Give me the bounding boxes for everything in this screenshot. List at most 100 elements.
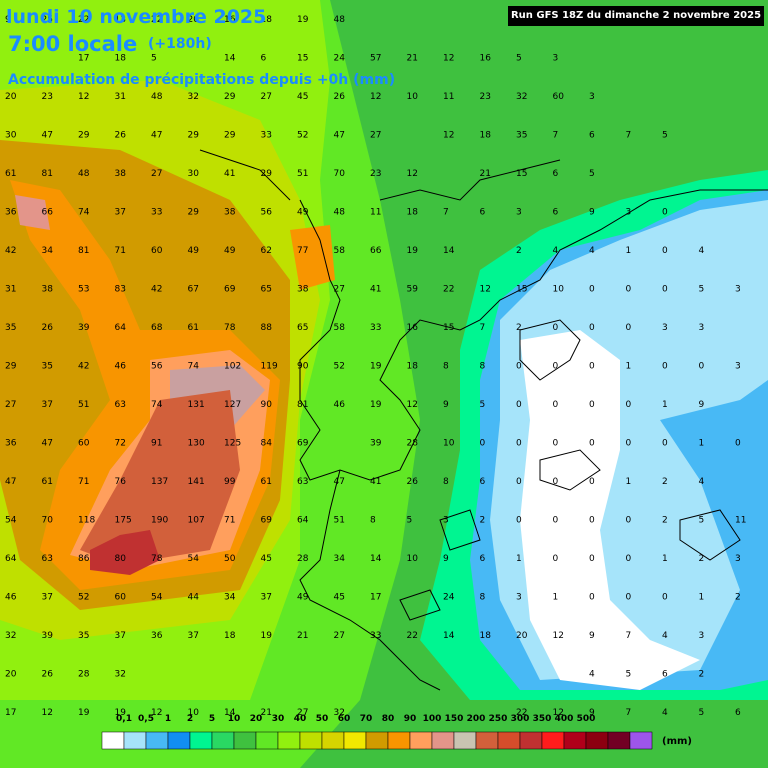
grid-value: 0 xyxy=(553,323,559,333)
grid-value: 23 xyxy=(370,169,381,179)
grid-value: 5 xyxy=(407,516,413,526)
legend-swatch xyxy=(563,731,587,750)
grid-value: 0 xyxy=(553,362,559,372)
grid-value: 29 xyxy=(5,362,17,372)
legend-level-label: 0,5 xyxy=(138,714,154,724)
grid-value: 5 xyxy=(662,131,668,141)
grid-value: 8 xyxy=(443,362,449,372)
grid-value: 0 xyxy=(553,477,559,487)
legend-swatch xyxy=(277,731,301,750)
grid-value: 0 xyxy=(662,362,668,372)
grid-value: 61 xyxy=(261,477,272,487)
grid-value: 25 xyxy=(42,15,53,25)
grid-value: 0 xyxy=(626,285,632,295)
grid-value: 7 xyxy=(480,323,486,333)
grid-value: 22 xyxy=(407,631,418,641)
grid-value: 41 xyxy=(370,285,381,295)
legend-level-label: 2 xyxy=(186,714,194,724)
grid-value: 21 xyxy=(261,708,272,718)
grid-value: 7 xyxy=(553,131,559,141)
forecast-lead: (+180h) xyxy=(148,36,212,52)
grid-value: 2 xyxy=(480,516,486,526)
grid-value: 0 xyxy=(626,554,632,564)
grid-value: 14 xyxy=(443,246,455,256)
grid-value: 52 xyxy=(334,362,345,372)
grid-value: 62 xyxy=(261,246,272,256)
grid-value: 35 xyxy=(5,323,16,333)
grid-value: 32 xyxy=(516,92,527,102)
grid-value: 2 xyxy=(516,323,522,333)
grid-value: 51 xyxy=(78,400,89,410)
grid-value: 10 xyxy=(407,92,419,102)
grid-value: 4 xyxy=(662,631,668,641)
legend-swatch xyxy=(299,731,323,750)
grid-value: 10 xyxy=(443,439,455,449)
grid-value: 6 xyxy=(589,131,595,141)
grid-value: 66 xyxy=(370,246,382,256)
grid-value: 38 xyxy=(297,285,309,295)
grid-value: 78 xyxy=(224,323,236,333)
grid-value: 49 xyxy=(224,246,236,256)
precip-zone-orange-north xyxy=(290,225,335,290)
grid-value: 0 xyxy=(662,593,668,603)
grid-value: 0 xyxy=(553,554,559,564)
grid-value: 0 xyxy=(589,362,595,372)
grid-value: 9 xyxy=(589,631,595,641)
legend-level-label: 150 xyxy=(444,714,464,724)
legend-swatch xyxy=(541,731,565,750)
grid-value: 52 xyxy=(78,593,89,603)
grid-value: 2 xyxy=(699,554,705,564)
grid-value: 12 xyxy=(553,708,564,718)
grid-value: 14 xyxy=(370,554,382,564)
precip-zone-pink-west xyxy=(15,195,50,230)
grid-value: 69 xyxy=(224,285,236,295)
grid-value: 61 xyxy=(42,477,53,487)
grid-value: 24 xyxy=(443,593,455,603)
grid-value: 5 xyxy=(626,670,632,680)
legend-level-label: 100 xyxy=(422,714,442,724)
grid-value: 49 xyxy=(188,246,200,256)
grid-value: 78 xyxy=(151,554,163,564)
grid-value: 1 xyxy=(662,554,668,564)
grid-value: 19 xyxy=(261,631,273,641)
grid-value: 17 xyxy=(5,708,16,718)
grid-value: 44 xyxy=(188,593,200,603)
grid-value: 88 xyxy=(261,323,273,333)
grid-value: 34 xyxy=(42,246,54,256)
grid-value: 12 xyxy=(78,92,89,102)
grid-value: 26 xyxy=(42,323,54,333)
grid-value: 26 xyxy=(115,131,127,141)
grid-value: 2 xyxy=(516,246,522,256)
grid-value: 0 xyxy=(699,362,705,372)
legend-swatch xyxy=(321,731,345,750)
grid-value: 37 xyxy=(42,400,53,410)
legend-swatch xyxy=(431,731,455,750)
grid-value: 9 xyxy=(5,15,11,25)
grid-value: 0 xyxy=(626,593,632,603)
grid-value: 47 xyxy=(334,477,345,487)
legend-swatch xyxy=(497,731,521,750)
grid-value: 18 xyxy=(407,362,419,372)
grid-value: 11 xyxy=(370,208,381,218)
grid-value: 19 xyxy=(370,400,382,410)
grid-value: 137 xyxy=(151,477,168,487)
grid-value: 9 xyxy=(443,554,449,564)
grid-value: 3 xyxy=(699,631,705,641)
grid-value: 60 xyxy=(78,439,90,449)
legend-level-label: 5 xyxy=(208,714,216,724)
grid-value: 4 xyxy=(589,670,595,680)
grid-value: 54 xyxy=(5,516,17,526)
legend-unit: (mm) xyxy=(662,736,692,747)
grid-value: 15 xyxy=(443,323,454,333)
grid-value: 48 xyxy=(78,169,90,179)
grid-value: 39 xyxy=(78,323,90,333)
grid-value: 1 xyxy=(626,362,632,372)
grid-value: 48 xyxy=(334,208,346,218)
grid-value: 37 xyxy=(261,593,272,603)
grid-value: 61 xyxy=(5,169,16,179)
grid-value: 69 xyxy=(297,439,309,449)
grid-value: 90 xyxy=(297,362,309,372)
grid-value: 7 xyxy=(626,708,632,718)
grid-value: 34 xyxy=(224,593,236,603)
grid-value: 11 xyxy=(443,92,454,102)
